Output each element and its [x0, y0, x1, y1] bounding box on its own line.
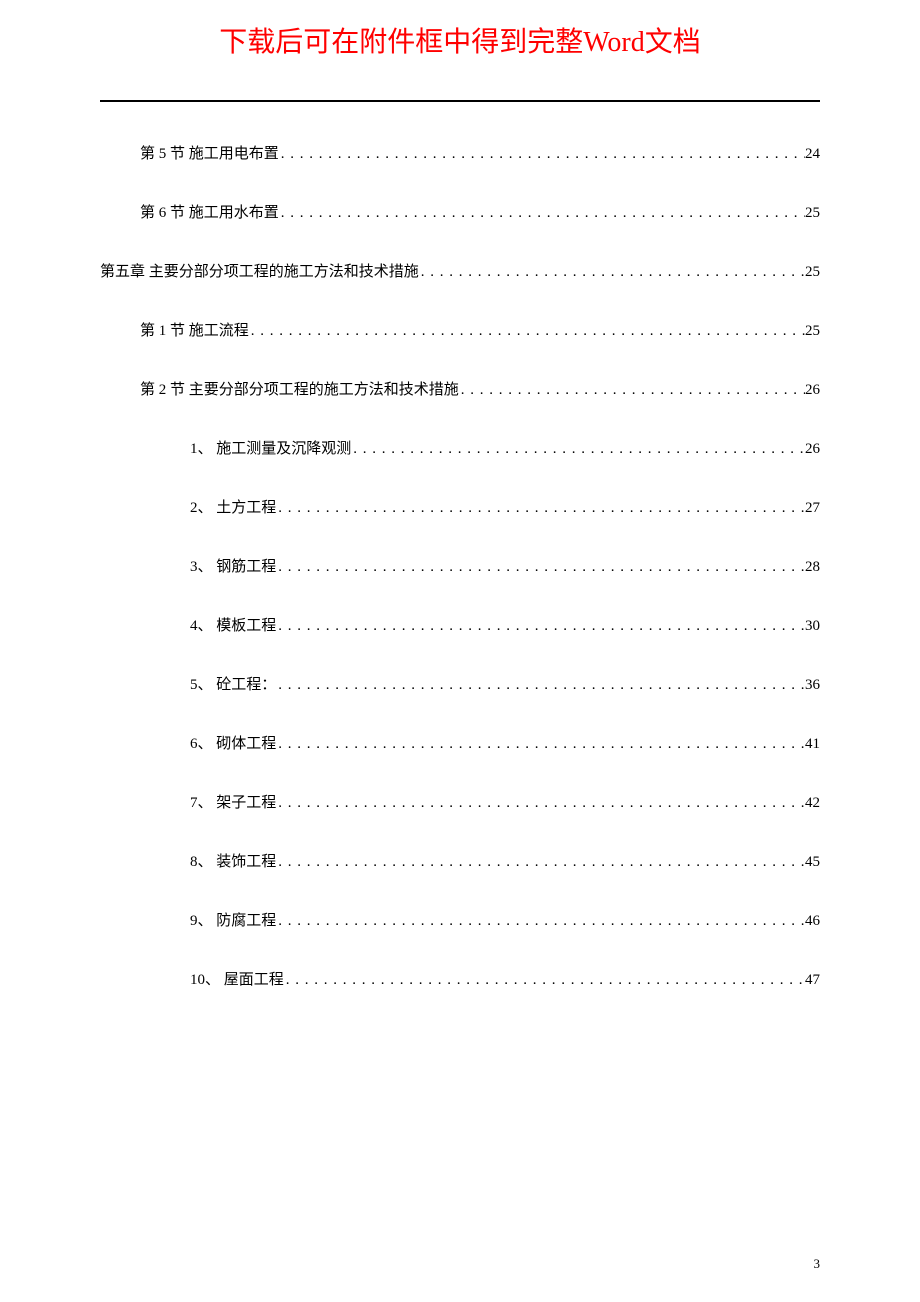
toc-label: 5、 砼工程： — [190, 673, 276, 694]
toc-dots: . . . . . . . . . . . . . . . . . . . . … — [279, 205, 805, 222]
toc-label: 第 2 节 主要分部分项工程的施工方法和技术措施 — [140, 378, 459, 399]
toc-entry: 第 5 节 施工用电布置. . . . . . . . . . . . . . … — [100, 142, 820, 163]
toc-label: 1、 施工测量及沉降观测 — [190, 437, 351, 458]
toc-label: 9、 防腐工程 — [190, 909, 276, 930]
toc-page: 26 — [805, 441, 820, 458]
toc-page: 25 — [805, 323, 820, 340]
toc-entry: 3、 钢筋工程. . . . . . . . . . . . . . . . .… — [100, 555, 820, 576]
toc-entry: 6、 砌体工程. . . . . . . . . . . . . . . . .… — [100, 732, 820, 753]
header-title: 下载后可在附件框中得到完整Word文档 — [0, 0, 920, 100]
toc-label: 第 5 节 施工用电布置 — [140, 142, 279, 163]
toc-label: 第 1 节 施工流程 — [140, 319, 249, 340]
toc-label: 7、 架子工程 — [190, 791, 276, 812]
toc-entry: 2、 土方工程. . . . . . . . . . . . . . . . .… — [100, 496, 820, 517]
toc-page: 41 — [805, 736, 820, 753]
toc-entry: 第 6 节 施工用水布置. . . . . . . . . . . . . . … — [100, 201, 820, 222]
toc-container: 第 5 节 施工用电布置. . . . . . . . . . . . . . … — [100, 142, 820, 989]
toc-dots: . . . . . . . . . . . . . . . . . . . . … — [249, 323, 805, 340]
toc-entry: 5、 砼工程：. . . . . . . . . . . . . . . . .… — [100, 673, 820, 694]
toc-entry: 第 1 节 施工流程. . . . . . . . . . . . . . . … — [100, 319, 820, 340]
toc-label: 4、 模板工程 — [190, 614, 276, 635]
toc-page: 30 — [805, 618, 820, 635]
toc-label: 10、 屋面工程 — [190, 968, 284, 989]
toc-entry: 9、 防腐工程. . . . . . . . . . . . . . . . .… — [100, 909, 820, 930]
toc-dots: . . . . . . . . . . . . . . . . . . . . … — [279, 146, 805, 163]
page-number: 3 — [814, 1256, 821, 1272]
toc-page: 36 — [805, 677, 820, 694]
toc-page: 47 — [805, 972, 820, 989]
toc-dots: . . . . . . . . . . . . . . . . . . . . … — [276, 559, 805, 576]
toc-dots: . . . . . . . . . . . . . . . . . . . . … — [276, 618, 805, 635]
toc-page: 46 — [805, 913, 820, 930]
content-area: 第 5 节 施工用电布置. . . . . . . . . . . . . . … — [0, 100, 920, 989]
toc-dots: . . . . . . . . . . . . . . . . . . . . … — [276, 795, 805, 812]
toc-dots: . . . . . . . . . . . . . . . . . . . . … — [276, 500, 805, 517]
toc-entry: 10、 屋面工程. . . . . . . . . . . . . . . . … — [100, 968, 820, 989]
toc-label: 2、 土方工程 — [190, 496, 276, 517]
toc-label: 6、 砌体工程 — [190, 732, 276, 753]
divider-line — [100, 100, 820, 102]
toc-page: 26 — [805, 382, 820, 399]
toc-dots: . . . . . . . . . . . . . . . . . . . . … — [276, 736, 805, 753]
toc-dots: . . . . . . . . . . . . . . . . . . . . … — [276, 677, 805, 694]
toc-entry: 1、 施工测量及沉降观测. . . . . . . . . . . . . . … — [100, 437, 820, 458]
toc-entry: 7、 架子工程. . . . . . . . . . . . . . . . .… — [100, 791, 820, 812]
toc-dots: . . . . . . . . . . . . . . . . . . . . … — [276, 854, 805, 871]
toc-entry: 第五章 主要分部分项工程的施工方法和技术措施. . . . . . . . . … — [100, 260, 820, 281]
toc-page: 25 — [805, 264, 820, 281]
toc-dots: . . . . . . . . . . . . . . . . . . . . … — [419, 264, 805, 281]
toc-entry: 8、 装饰工程. . . . . . . . . . . . . . . . .… — [100, 850, 820, 871]
toc-label: 第五章 主要分部分项工程的施工方法和技术措施 — [100, 260, 419, 281]
toc-label: 8、 装饰工程 — [190, 850, 276, 871]
toc-entry: 第 2 节 主要分部分项工程的施工方法和技术措施. . . . . . . . … — [100, 378, 820, 399]
toc-dots: . . . . . . . . . . . . . . . . . . . . … — [459, 382, 805, 399]
toc-page: 28 — [805, 559, 820, 576]
toc-label: 3、 钢筋工程 — [190, 555, 276, 576]
toc-label: 第 6 节 施工用水布置 — [140, 201, 279, 222]
toc-dots: . . . . . . . . . . . . . . . . . . . . … — [284, 972, 805, 989]
toc-page: 24 — [805, 146, 820, 163]
toc-page: 25 — [805, 205, 820, 222]
toc-page: 42 — [805, 795, 820, 812]
toc-entry: 4、 模板工程. . . . . . . . . . . . . . . . .… — [100, 614, 820, 635]
toc-dots: . . . . . . . . . . . . . . . . . . . . … — [351, 441, 805, 458]
toc-page: 27 — [805, 500, 820, 517]
toc-dots: . . . . . . . . . . . . . . . . . . . . … — [276, 913, 805, 930]
toc-page: 45 — [805, 854, 820, 871]
